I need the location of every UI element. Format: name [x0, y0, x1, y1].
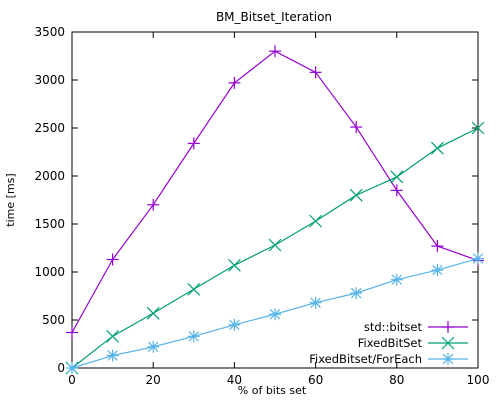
data-point	[146, 306, 160, 320]
x-tick-label: 20	[146, 373, 161, 387]
y-axis: 0 500 1000 1500 2000 2500 3000 3500	[34, 25, 478, 375]
x-axis-label: % of bits set	[238, 384, 307, 397]
data-point	[147, 198, 160, 211]
data-point	[106, 349, 119, 362]
data-point	[430, 141, 444, 155]
x-tick-label: 60	[308, 373, 323, 387]
series-2	[66, 252, 484, 374]
data-point	[390, 273, 403, 286]
data-point	[269, 308, 281, 321]
data-point	[309, 66, 322, 79]
data-point	[350, 121, 363, 134]
legend-label: FixedBitSet	[358, 336, 423, 350]
series-line	[71, 50, 479, 333]
data-point	[472, 252, 484, 265]
data-point	[350, 287, 363, 300]
y-tick-label: 3000	[34, 73, 65, 87]
data-point	[431, 264, 444, 277]
y-tick-label: 3500	[34, 25, 65, 39]
series-1	[65, 121, 485, 375]
data-point	[66, 362, 78, 374]
data-point	[147, 340, 160, 353]
legend-swatch-marker	[441, 336, 455, 350]
data-point	[106, 329, 120, 343]
y-tick-label: 2500	[34, 121, 65, 135]
data-point	[390, 184, 403, 197]
data-point	[228, 76, 241, 89]
data-point	[268, 238, 282, 252]
x-tick-label: 80	[389, 373, 404, 387]
data-point	[106, 253, 119, 266]
data-point	[187, 330, 200, 343]
data-point	[66, 326, 78, 339]
legend-label: std::bitset	[364, 320, 423, 334]
legend-swatch-marker	[442, 321, 454, 333]
legend-label: FixedBitset/ForEach	[309, 352, 422, 366]
series-0	[66, 45, 484, 339]
data-point	[431, 240, 444, 253]
x-tick-label: 0	[68, 373, 76, 387]
data-point	[390, 170, 404, 184]
y-tick-label: 2000	[34, 169, 65, 183]
chart-title: BM_Bitset_Iteration	[216, 10, 332, 24]
plot-frame	[71, 31, 479, 369]
data-point	[471, 121, 485, 135]
data-point	[187, 137, 200, 150]
legend: std::bitsetFixedBitSetFixedBitset/ForEac…	[309, 320, 468, 366]
data-point	[228, 318, 241, 331]
data-point	[309, 296, 322, 309]
y-axis-label: time [ms]	[4, 173, 17, 226]
x-axis: 0 20 40 60 80 100	[68, 32, 489, 387]
y-tick-label: 0	[57, 361, 65, 375]
data-point	[309, 214, 323, 228]
x-tick-label: 40	[227, 373, 242, 387]
data-point	[187, 282, 201, 296]
y-tick-label: 1000	[34, 265, 65, 279]
y-tick-label: 1500	[34, 217, 65, 231]
data-point	[227, 258, 241, 272]
y-tick-label: 500	[42, 313, 65, 327]
data-point	[349, 188, 363, 202]
legend-swatch-marker	[442, 353, 454, 365]
x-tick-label: 100	[467, 373, 490, 387]
data-point	[269, 45, 281, 58]
series-layer	[65, 45, 485, 375]
